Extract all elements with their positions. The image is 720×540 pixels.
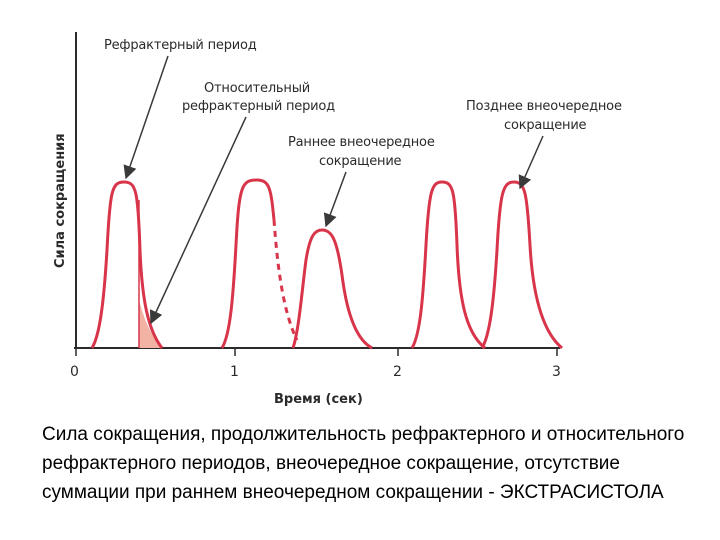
relative-refractory-arrow (149, 116, 247, 325)
early-extra-contraction-curve (291, 228, 373, 350)
x-tick-label-0: 0 (70, 364, 79, 380)
x-tick-label-3: 3 (552, 364, 561, 380)
diagram-svg: 0 1 2 3 Время (сек) Сила сокращения Рефр… (53, 32, 622, 407)
contraction-curve-2-dashed (272, 219, 299, 341)
x-axis-label: Время (сек) (274, 392, 363, 407)
early-extra-label-line1: Раннее внеочередное (288, 135, 435, 150)
contraction-curve-1 (90, 180, 164, 349)
x-tick-label-2: 2 (393, 364, 402, 380)
late-extra-contraction-curve (480, 180, 563, 350)
late-extra-arrow (518, 135, 544, 190)
late-extra-label-line2: сокращение (504, 118, 587, 133)
x-tick-label-1: 1 (230, 364, 239, 380)
relative-refractory-fill (139, 300, 161, 348)
contraction-curve-3 (410, 180, 486, 350)
y-axis-label: Сила сокращения (53, 133, 68, 268)
relative-refractory-label-line1: Относительный (204, 81, 310, 96)
early-extra-label-line2: сокращение (319, 154, 402, 169)
refractory-period-label: Рефрактерный период (104, 38, 257, 53)
late-extra-label-line1: Позднее внеочередное (466, 99, 622, 114)
early-extra-arrow (323, 171, 347, 228)
contraction-diagram: 0 1 2 3 Время (сек) Сила сокращения Рефр… (53, 32, 622, 407)
caption-text: Сила сокращения, продолжительность рефра… (42, 424, 685, 503)
contraction-curve-2 (220, 178, 276, 349)
relative-refractory-label-line2: рефрактерный период (182, 99, 335, 114)
refractory-period-arrow (123, 55, 169, 180)
